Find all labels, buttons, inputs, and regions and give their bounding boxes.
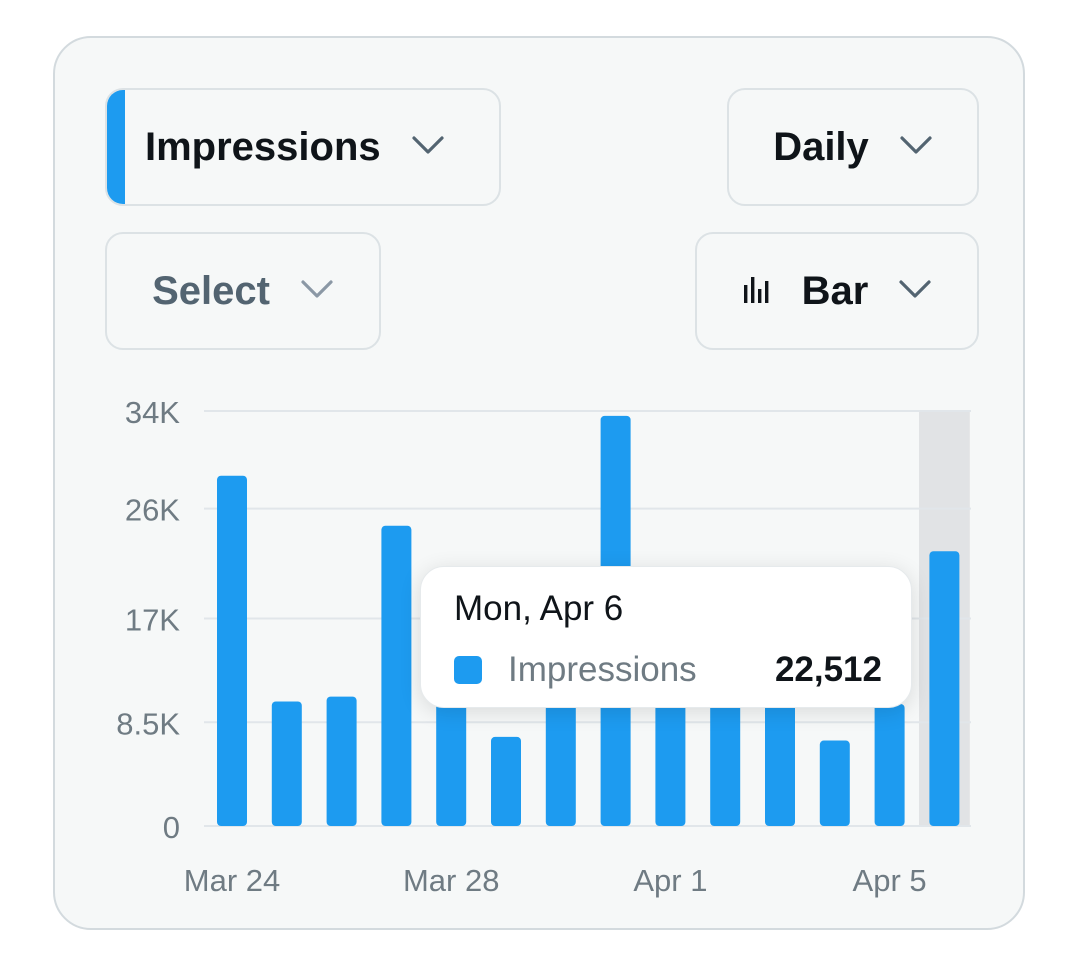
bar [874,703,905,826]
y-tick-label: 26K [125,493,180,528]
bar-chart-icon [742,275,774,308]
compare-dropdown[interactable]: Select [105,232,381,350]
period-dropdown-label: Daily [773,124,869,169]
y-tick-label: 17K [125,603,180,638]
chevron-down-icon [300,279,334,304]
tooltip-date: Mon, Apr 6 [454,589,624,628]
bar [436,685,467,826]
x-tick-label: Apr 1 [633,863,707,898]
tooltip-series-name: Impressions [508,650,697,689]
chevron-down-icon [898,279,932,304]
chevron-down-icon [899,135,933,160]
bar [271,701,302,826]
bar [491,736,521,826]
x-tick-label: Mar 24 [184,863,280,898]
bar [819,740,850,826]
chevron-down-icon [411,135,445,160]
x-tick-label: Mar 28 [403,863,499,898]
metric-color-indicator [107,90,125,204]
chart-type-dropdown-label: Bar [801,268,869,313]
bar [381,525,412,826]
tooltip-series-value: 22,512 [774,650,882,689]
metric-dropdown-label: Impressions [145,124,381,169]
y-tick-label: 34K [125,395,180,430]
bar [929,551,960,826]
tooltip-series-swatch [454,656,482,684]
analytics-card: Impressions Daily Select Bar [53,36,1025,930]
bar [217,475,247,826]
x-tick-label: Apr 5 [853,863,927,898]
chart-tooltip: Mon, Apr 6 Impressions 22,512 [420,566,912,708]
chart-type-dropdown[interactable]: Bar [695,232,979,350]
bar [326,696,357,826]
period-dropdown[interactable]: Daily [727,88,979,206]
bar [710,675,741,826]
metric-dropdown[interactable]: Impressions [105,88,501,206]
tooltip-series-row: Impressions 22,512 [454,650,882,690]
y-tick-label: 0 [163,810,180,845]
y-tick-label: 8.5K [116,706,180,741]
compare-dropdown-label: Select [152,268,270,313]
